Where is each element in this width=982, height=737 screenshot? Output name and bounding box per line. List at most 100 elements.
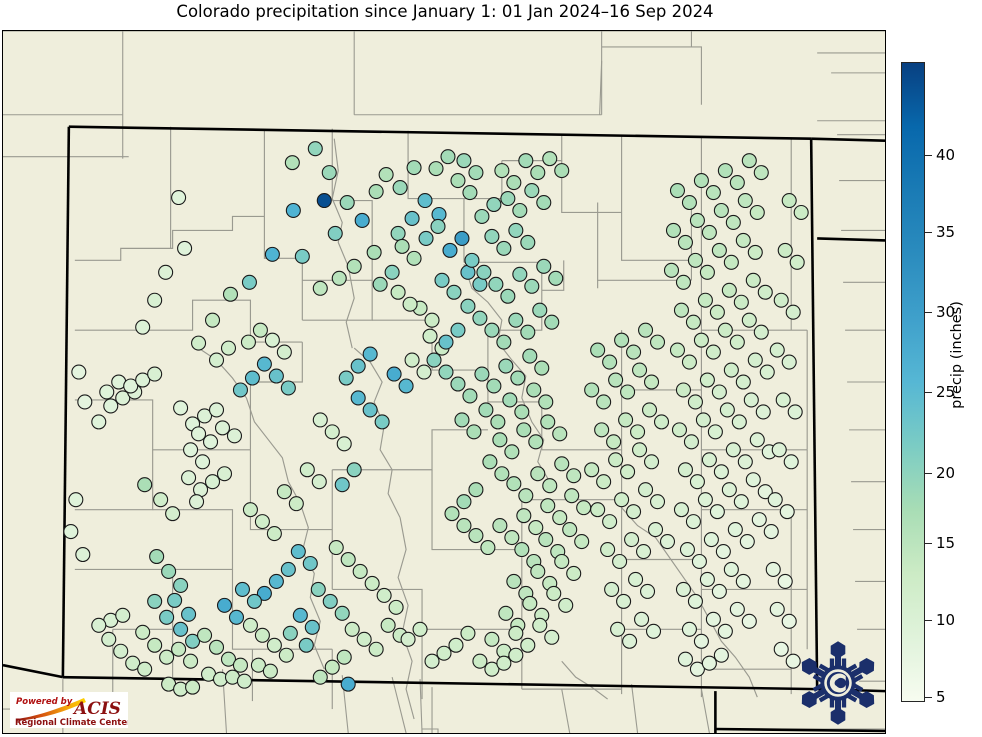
station-marker[interactable]	[282, 625, 298, 641]
station-marker[interactable]	[759, 364, 775, 380]
station-marker[interactable]	[165, 506, 181, 522]
station-marker[interactable]	[512, 202, 528, 219]
station-marker[interactable]	[663, 262, 680, 278]
station-marker[interactable]	[242, 502, 258, 518]
station-marker[interactable]	[554, 553, 570, 570]
station-marker[interactable]	[354, 212, 370, 228]
station-marker[interactable]	[264, 246, 280, 262]
station-marker[interactable]	[745, 472, 761, 488]
station-marker[interactable]	[653, 414, 670, 430]
station-marker[interactable]	[334, 477, 350, 493]
station-marker[interactable]	[438, 334, 454, 350]
station-marker[interactable]	[747, 352, 763, 368]
station-marker[interactable]	[340, 551, 356, 568]
station-marker[interactable]	[436, 645, 452, 661]
station-marker[interactable]	[628, 571, 644, 587]
station-marker[interactable]	[765, 561, 781, 577]
station-marker[interactable]	[604, 581, 620, 597]
station-marker[interactable]	[723, 561, 739, 577]
station-marker[interactable]	[456, 153, 472, 169]
station-marker[interactable]	[612, 553, 628, 570]
station-marker[interactable]	[630, 424, 646, 440]
station-marker[interactable]	[530, 563, 546, 579]
station-marker[interactable]	[554, 456, 570, 472]
station-marker[interactable]	[290, 543, 306, 560]
station-marker[interactable]	[177, 240, 193, 256]
station-marker[interactable]	[751, 512, 767, 528]
station-marker[interactable]	[478, 402, 494, 418]
station-marker[interactable]	[486, 378, 502, 394]
station-marker[interactable]	[173, 400, 189, 416]
station-marker[interactable]	[743, 392, 759, 408]
station-marker[interactable]	[608, 452, 624, 468]
station-marker[interactable]	[498, 358, 514, 374]
station-marker[interactable]	[606, 434, 622, 450]
station-marker[interactable]	[510, 370, 526, 386]
station-marker[interactable]	[171, 189, 187, 206]
station-marker[interactable]	[115, 607, 131, 623]
station-marker[interactable]	[321, 165, 337, 181]
station-marker[interactable]	[755, 404, 771, 420]
station-marker[interactable]	[183, 442, 199, 458]
station-marker[interactable]	[642, 402, 658, 418]
station-marker[interactable]	[440, 149, 456, 165]
station-marker[interactable]	[723, 254, 739, 270]
station-marker[interactable]	[496, 655, 512, 671]
station-marker[interactable]	[769, 601, 785, 617]
station-marker[interactable]	[514, 541, 530, 558]
station-marker[interactable]	[496, 334, 512, 350]
station-marker[interactable]	[276, 344, 292, 360]
station-marker[interactable]	[372, 276, 388, 292]
station-marker[interactable]	[681, 194, 697, 211]
station-marker[interactable]	[590, 342, 606, 358]
station-marker[interactable]	[729, 601, 745, 617]
station-marker[interactable]	[707, 424, 723, 440]
station-marker[interactable]	[520, 234, 536, 250]
station-marker[interactable]	[508, 625, 524, 641]
station-marker[interactable]	[596, 474, 612, 490]
station-marker[interactable]	[147, 366, 163, 382]
station-marker[interactable]	[524, 183, 540, 199]
station-marker[interactable]	[721, 282, 737, 298]
station-marker[interactable]	[307, 141, 323, 157]
station-marker[interactable]	[542, 151, 558, 167]
station-marker[interactable]	[444, 506, 460, 522]
station-marker[interactable]	[506, 476, 522, 492]
station-marker[interactable]	[729, 334, 745, 350]
station-marker[interactable]	[195, 454, 211, 470]
station-marker[interactable]	[781, 192, 797, 209]
station-marker[interactable]	[137, 477, 153, 493]
station-marker[interactable]	[530, 466, 546, 482]
station-marker[interactable]	[681, 354, 697, 370]
station-marker[interactable]	[254, 514, 270, 530]
station-marker[interactable]	[699, 571, 715, 587]
station-marker[interactable]	[649, 494, 666, 510]
station-marker[interactable]	[552, 510, 568, 526]
station-marker[interactable]	[236, 673, 252, 689]
station-marker[interactable]	[460, 625, 476, 641]
station-marker[interactable]	[468, 165, 484, 181]
station-marker[interactable]	[775, 392, 791, 408]
station-marker[interactable]	[701, 655, 717, 671]
station-marker[interactable]	[763, 524, 779, 540]
station-marker[interactable]	[506, 175, 522, 191]
station-marker[interactable]	[733, 494, 749, 510]
station-marker[interactable]	[484, 631, 500, 647]
station-marker[interactable]	[490, 414, 506, 430]
station-marker[interactable]	[532, 302, 548, 318]
station-marker[interactable]	[536, 258, 552, 274]
station-marker[interactable]	[781, 613, 797, 629]
station-marker[interactable]	[741, 153, 757, 169]
station-marker[interactable]	[632, 442, 648, 458]
station-marker[interactable]	[294, 248, 310, 264]
station-marker[interactable]	[418, 230, 434, 246]
station-marker[interactable]	[482, 454, 498, 470]
station-marker[interactable]	[234, 581, 250, 597]
station-marker[interactable]	[540, 498, 556, 514]
station-marker[interactable]	[312, 669, 328, 685]
station-marker[interactable]	[254, 627, 270, 643]
station-marker[interactable]	[691, 553, 707, 570]
station-marker[interactable]	[278, 647, 294, 663]
station-marker[interactable]	[584, 462, 600, 478]
station-marker[interactable]	[530, 165, 546, 181]
